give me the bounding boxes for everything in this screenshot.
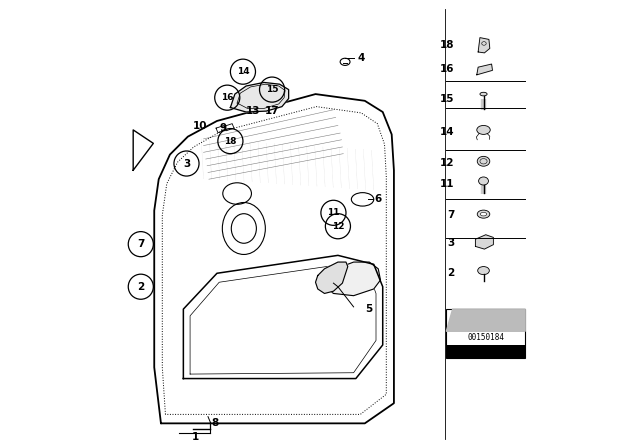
Text: 11: 11 <box>440 179 454 189</box>
Text: 16: 16 <box>440 65 454 74</box>
Polygon shape <box>316 262 348 293</box>
Text: 11: 11 <box>327 208 340 217</box>
Ellipse shape <box>477 125 490 134</box>
Polygon shape <box>323 262 380 296</box>
Polygon shape <box>133 130 154 170</box>
Text: 18: 18 <box>224 137 237 146</box>
Polygon shape <box>478 38 490 53</box>
Polygon shape <box>477 64 493 75</box>
Ellipse shape <box>481 212 486 216</box>
Text: 2: 2 <box>137 282 145 292</box>
Text: 4: 4 <box>358 53 365 63</box>
Ellipse shape <box>477 267 490 275</box>
Text: 12: 12 <box>440 158 454 168</box>
Text: 1: 1 <box>192 432 199 442</box>
Text: 6: 6 <box>374 194 382 204</box>
Polygon shape <box>476 235 493 249</box>
Text: 10: 10 <box>193 121 207 131</box>
Text: 3: 3 <box>447 238 454 248</box>
Text: 5: 5 <box>365 304 372 314</box>
Ellipse shape <box>479 177 488 185</box>
Text: 12: 12 <box>332 222 344 231</box>
Text: 15: 15 <box>266 85 278 94</box>
Text: 8: 8 <box>211 418 218 428</box>
Ellipse shape <box>477 210 490 218</box>
Text: 14: 14 <box>440 127 454 137</box>
Bar <box>446 345 525 358</box>
Bar <box>446 309 525 358</box>
Text: 16: 16 <box>221 93 234 102</box>
Text: 00150184: 00150184 <box>467 333 504 342</box>
Text: 3: 3 <box>183 159 190 168</box>
Polygon shape <box>230 82 289 112</box>
Text: 7: 7 <box>137 239 145 249</box>
Text: 13: 13 <box>246 106 260 116</box>
Text: 15: 15 <box>440 95 454 104</box>
Text: 7: 7 <box>447 210 454 220</box>
Ellipse shape <box>477 156 490 166</box>
Ellipse shape <box>480 92 487 96</box>
Text: 14: 14 <box>237 67 249 76</box>
Text: 2: 2 <box>447 268 454 278</box>
Polygon shape <box>446 309 525 332</box>
Text: 9: 9 <box>220 123 227 133</box>
Text: 18: 18 <box>440 40 454 50</box>
Text: 17: 17 <box>265 106 280 116</box>
